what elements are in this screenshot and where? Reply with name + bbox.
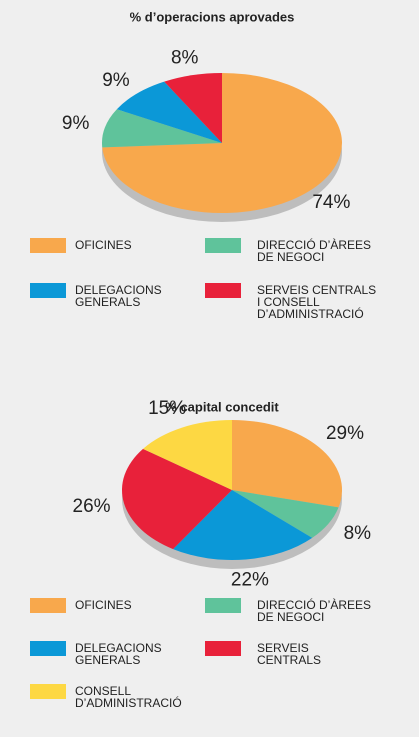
legend-label: OFICINES [75,238,132,252]
legend-swatch [205,641,241,656]
pie-label: 22% [231,569,269,590]
legend-label: DIRECCIÓ D’ÀREES DE NEGOCI [257,598,372,624]
pie-slice [232,490,339,538]
pie-label: 74% [312,192,350,213]
legend-label: DELEGACIONS GENERALS [75,283,162,309]
legend-label: SERVEIS CENTRALS [257,641,322,667]
pie-slice [122,448,232,550]
legend-swatch [205,283,241,298]
legend-swatch [30,641,66,656]
pie-slice [102,109,222,148]
pie-slice [143,420,232,490]
pie-slice [102,73,343,213]
pie-label: 9% [102,70,130,91]
pie-slice [116,81,222,143]
legend-label: CONSELL D’ADMINISTRACIÓ [75,684,182,710]
pie-label: 15% [148,398,186,419]
pie-label: 29% [326,423,364,444]
legend-label: DELEGACIONS GENERALS [75,641,162,667]
legend-swatch [205,598,241,613]
pie-label: 26% [73,496,111,517]
legend-swatch [205,238,241,253]
pie-label: 9% [62,113,90,134]
legend-swatch [30,684,66,699]
chart-title: % d’operacions aprovades [130,9,295,24]
legend-swatch [30,598,66,613]
pie-label: 8% [171,47,199,68]
pie-slice [173,490,313,560]
legend-label: OFICINES [75,598,132,612]
pie-label: 8% [344,523,372,544]
chart-title: % capital concedit [165,399,279,414]
legend-swatch [30,238,66,253]
legend-label: DIRECCIÓ D’ÀREES DE NEGOCI [257,238,372,264]
pie-slice [164,73,222,143]
legend-swatch [30,283,66,298]
pie-slice [232,420,342,508]
legend-label: SERVEIS CENTRALS I CONSELL D’ADMINISTRAC… [257,283,377,321]
